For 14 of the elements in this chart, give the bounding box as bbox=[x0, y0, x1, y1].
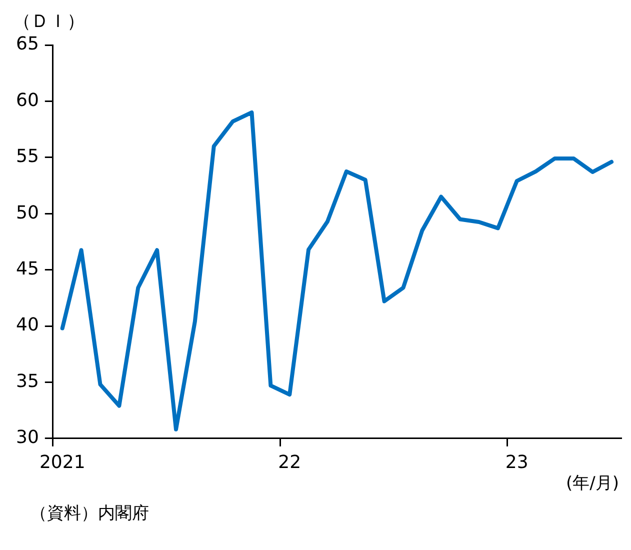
text: （資料）内閣府 bbox=[30, 503, 149, 524]
y-axis-title: （ＤＩ） bbox=[12, 11, 85, 32]
text: (年/月) bbox=[566, 473, 619, 494]
y-tick-label: 65 bbox=[16, 34, 39, 55]
y-tick-label: 55 bbox=[16, 146, 39, 168]
x-tick-label: 23 bbox=[505, 452, 528, 473]
y-tick-label: 60 bbox=[16, 90, 39, 111]
y-tick-label: 45 bbox=[16, 258, 39, 280]
y-tick-label: 40 bbox=[16, 314, 39, 336]
y-tick-label: 35 bbox=[16, 370, 39, 392]
y-tick-label: 50 bbox=[16, 202, 39, 224]
x-tick-label: 22 bbox=[278, 452, 302, 473]
y-tick-label: 30 bbox=[16, 427, 39, 448]
x-tick-label: 2021 bbox=[39, 452, 86, 473]
